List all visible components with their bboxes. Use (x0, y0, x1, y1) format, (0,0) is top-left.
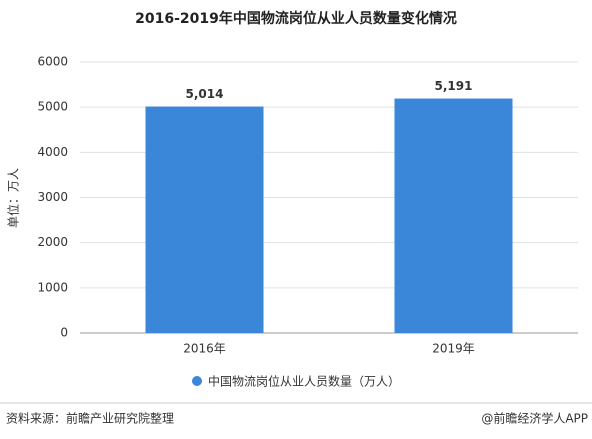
chart-title: 2016-2019年中国物流岗位从业人员数量变化情况 (135, 10, 457, 27)
value-label: 5,014 (186, 87, 224, 101)
y-tick-label: 5000 (37, 100, 68, 114)
y-tick-label: 2000 (37, 235, 68, 249)
bar (145, 106, 264, 333)
y-tick-label: 4000 (37, 145, 68, 159)
y-tick-label: 1000 (37, 280, 68, 294)
y-tick-label: 0 (60, 326, 68, 340)
bar (394, 98, 513, 334)
source: 资料来源：前瞻产业研究院整理 (6, 411, 174, 426)
y-tick-label: 6000 (37, 55, 68, 69)
y-axis-label: 单位：万人 (6, 168, 21, 228)
credit: @前瞻经济学人APP (481, 411, 588, 426)
value-label: 5,191 (435, 79, 473, 93)
y-tick-label: 3000 (37, 190, 68, 204)
x-tick-label: 2016年 (183, 342, 226, 356)
legend-label: 中国物流岗位从业人员数量（万人） (208, 374, 400, 389)
x-tick-label: 2019年 (432, 342, 475, 356)
legend-marker (192, 376, 202, 386)
